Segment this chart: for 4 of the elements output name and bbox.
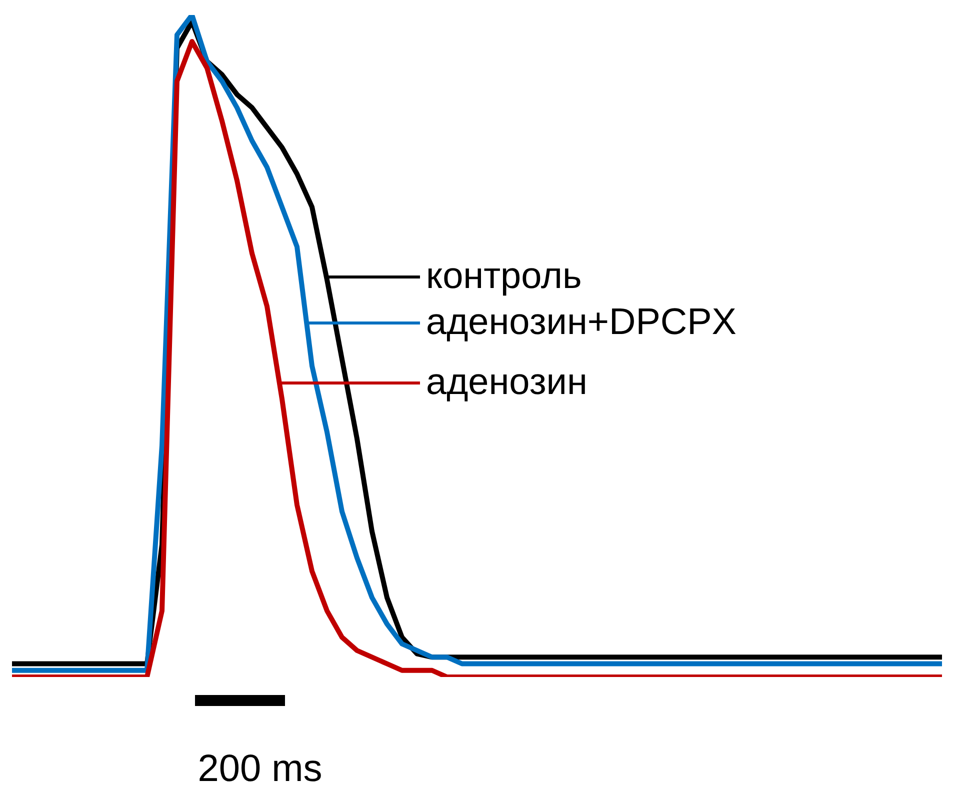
text: 200 ms bbox=[196, 748, 324, 791]
legend-label: аденозин+DPCPX bbox=[426, 301, 736, 342]
legend-label: аденозин bbox=[426, 361, 588, 402]
legend-label: контроль bbox=[426, 255, 582, 296]
